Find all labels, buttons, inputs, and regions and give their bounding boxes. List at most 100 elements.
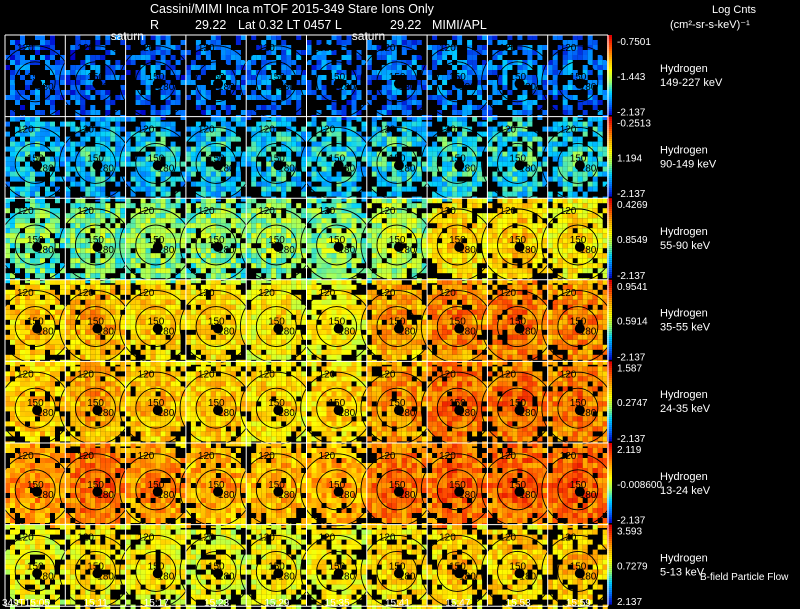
colorbar-segment (607, 39, 612, 41)
contour-label: 150 (329, 153, 346, 164)
colorbar-segment (607, 71, 612, 73)
contour-label: 150 (87, 153, 104, 164)
colorbar-max: 2.119 (617, 445, 642, 456)
contour-label: 120 (560, 125, 577, 136)
colorbar-segment (607, 361, 612, 364)
colorbar-segment (607, 421, 612, 424)
time-tick-label: 15:41 (385, 598, 410, 609)
colorbar-segment (607, 180, 612, 183)
colorbar-segment (607, 558, 612, 561)
species-label: Hydrogen (660, 144, 708, 156)
colorbar-segment (607, 530, 612, 533)
contour-label: 120 (439, 206, 456, 217)
colorbar-mid: -0.008600 (617, 480, 662, 491)
contour-label: 120 (319, 125, 336, 136)
colorbar-segment (607, 439, 612, 442)
contour-label: 120 (17, 125, 34, 136)
colorbar-segment (607, 146, 612, 149)
colorbar-segment (607, 401, 612, 404)
contour-label: 120 (198, 451, 215, 462)
colorbar-segment (607, 433, 612, 436)
colorbar-segment (607, 116, 612, 119)
colorbar-segment (607, 327, 612, 330)
colorbar-segment (607, 158, 612, 161)
colorbar-segment (607, 391, 612, 394)
contour-label: 180 (580, 245, 597, 256)
colorbar-segment (607, 57, 612, 59)
colorbar-segment (607, 109, 612, 111)
colorbar-segment (607, 407, 612, 410)
colorbar-segment (607, 111, 612, 113)
contour-label: 150 (570, 317, 587, 328)
contour-label: 120 (499, 125, 516, 136)
contour-label: 180 (218, 408, 235, 419)
colorbar-segment (607, 491, 612, 493)
contour-label: 180 (339, 571, 356, 582)
colorbar-segment (607, 590, 612, 593)
contour-label: 180 (97, 408, 114, 419)
colorbar-segment (607, 437, 612, 440)
colorbar-segment (607, 67, 612, 69)
energy-label: 90-149 keV (660, 158, 717, 170)
colorbar-segment (607, 536, 612, 539)
colorbar-segment (607, 509, 612, 511)
contour-label: 120 (379, 369, 396, 380)
contour-label: 120 (499, 451, 516, 462)
contour-label: 120 (499, 43, 516, 54)
colorbar-segment (607, 266, 612, 269)
contour-label: 150 (87, 72, 104, 83)
colorbar-segment (607, 345, 612, 348)
colorbar-segment (607, 580, 612, 583)
contour-label: 150 (148, 153, 165, 164)
colorbar-segment (607, 309, 612, 312)
colorbar-mid: 0.5914 (617, 317, 648, 328)
colorbar-segment (607, 79, 612, 81)
colorbar-segment (607, 295, 612, 298)
colorbar-segment (607, 81, 612, 83)
colorbar-segment (607, 329, 612, 332)
contour-label: 180 (278, 571, 295, 582)
colorbar-segment (607, 383, 612, 386)
colorbar-segment (607, 287, 612, 290)
contour-label: 150 (208, 153, 225, 164)
colorbar-segment (607, 411, 612, 414)
contour-label: 120 (439, 369, 456, 380)
contour-label: 120 (77, 369, 94, 380)
colorbar-segment (607, 399, 612, 402)
colorbar-segment (607, 602, 612, 605)
colorbar-segment (607, 144, 612, 147)
colorbar-segment (607, 377, 612, 380)
contour-label: 180 (580, 490, 597, 501)
colorbar-segment (607, 457, 612, 459)
colorbar-segment (607, 347, 612, 350)
colorbar-segment (607, 335, 612, 338)
colorbar-segment (607, 140, 612, 143)
colorbar-segment (607, 497, 612, 499)
colorbar-segment (607, 274, 612, 277)
colorbar-segment (607, 301, 612, 304)
contour-label: 150 (389, 480, 406, 491)
colorbar-segment (607, 174, 612, 177)
contour-label: 120 (77, 206, 94, 217)
colorbar-segment (607, 130, 612, 133)
contour-label: 180 (158, 82, 175, 93)
contour-label: 150 (268, 561, 285, 572)
colorbar-segment (607, 194, 612, 197)
contour-label: 150 (268, 235, 285, 246)
contour-label: 120 (138, 43, 155, 54)
contour-label: 150 (329, 317, 346, 328)
contour-label: 150 (148, 317, 165, 328)
colorbar-max: 3.593 (617, 527, 642, 538)
colorbar-segment (607, 515, 612, 517)
colorbar-segment (607, 236, 612, 239)
colorbar-min: -2.137 (617, 189, 646, 200)
